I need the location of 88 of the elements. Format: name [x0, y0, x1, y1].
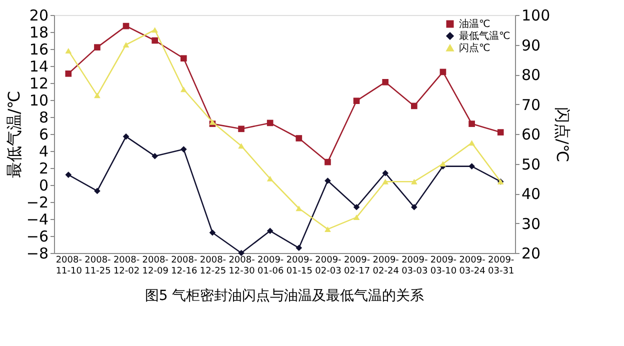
y2-tick-label: 20	[522, 244, 541, 262]
point	[180, 55, 187, 62]
y-tick-label: −4	[26, 210, 48, 228]
point	[410, 178, 418, 184]
point	[468, 120, 475, 127]
y-tick-label: 12	[29, 74, 48, 92]
point	[468, 140, 475, 146]
point	[410, 102, 418, 110]
y-tick-label: 8	[38, 108, 48, 126]
point	[353, 214, 360, 220]
x-tick-label: 2008-11-25	[84, 256, 111, 276]
point	[122, 42, 130, 48]
y-tick-label: 18	[29, 24, 48, 42]
y2-tick-label: 60	[522, 126, 541, 144]
y2-tick-label: 50	[522, 155, 541, 174]
point	[440, 68, 446, 76]
x-tick-label: 2008-11-10	[56, 256, 82, 276]
point	[296, 244, 302, 252]
point	[266, 120, 274, 126]
point	[353, 204, 360, 210]
point	[180, 146, 187, 152]
y-tick-label: −8	[26, 244, 48, 262]
x-tick-label: 2008-12-30	[228, 256, 256, 276]
x-tick-label: 2009-02-17	[344, 256, 370, 276]
x-tick-label: 2009-02-24	[372, 256, 400, 276]
point	[296, 206, 302, 212]
y-tick-label: 6	[38, 126, 48, 144]
y-tick-label: −6	[26, 228, 48, 246]
x-tick-label: 2009-01-15	[286, 256, 312, 276]
point	[440, 161, 446, 166]
y2-tick-label: 100	[522, 6, 550, 24]
x-tick-label: 2009-03-31	[488, 256, 514, 276]
x-tick-label: 2009-01-06	[258, 256, 284, 276]
y2-axis-title: 闪点/℃	[553, 106, 572, 162]
point	[122, 133, 130, 140]
point	[324, 158, 331, 166]
point	[65, 172, 72, 178]
point	[65, 48, 72, 54]
x-tick-label: 2008-12-02	[113, 256, 140, 276]
y2-tick-label: 80	[522, 66, 541, 84]
caption: 图5 气柜密封油闪点与油温及最低气温的关系	[144, 288, 424, 304]
x-tick-label: 2009-03-10	[430, 256, 457, 276]
y2-tick-label: 40	[522, 185, 541, 203]
point	[122, 22, 130, 30]
y-axis-title: 最低气温/℃	[4, 90, 24, 178]
y-tick-label: 10	[29, 92, 48, 110]
point	[94, 188, 100, 194]
legend-label: 闪点℃	[459, 42, 490, 54]
point	[209, 229, 216, 236]
y2-tick-label: 70	[522, 96, 541, 114]
point	[266, 176, 274, 182]
y2-tick-label: 90	[522, 36, 541, 54]
point	[152, 27, 158, 33]
point	[382, 78, 389, 86]
point	[180, 86, 187, 92]
point	[497, 129, 504, 136]
y-tick-label: 2	[38, 160, 48, 178]
point	[94, 92, 100, 98]
point	[152, 37, 158, 44]
x-tick-label: 2009-03-03	[402, 256, 428, 276]
x-tick-label: 2009-03-24	[459, 256, 486, 276]
point	[65, 70, 72, 77]
y2-tick-label: 30	[522, 214, 541, 233]
point	[353, 98, 360, 104]
legend-label: 油温℃	[459, 18, 490, 30]
point	[266, 228, 274, 234]
y-tick-label: 4	[38, 142, 48, 160]
point	[468, 163, 475, 170]
point	[238, 126, 244, 132]
point	[152, 152, 158, 160]
point	[382, 178, 389, 184]
y-tick-label: −2	[26, 194, 48, 212]
y-tick-label: 20	[29, 6, 48, 24]
point	[324, 178, 331, 184]
point	[94, 44, 100, 50]
y-tick-label: 16	[29, 40, 48, 58]
x-tick-label: 2008-12-25	[200, 256, 226, 276]
point	[382, 170, 389, 176]
y-tick-label: 14	[29, 58, 48, 76]
legend-label: 最低气温℃	[459, 30, 510, 42]
x-tick-label: 2008-12-09	[142, 256, 169, 276]
x-tick-label: 2009-02-03	[315, 256, 342, 276]
point	[296, 135, 302, 142]
point	[238, 143, 244, 149]
point	[324, 226, 331, 232]
x-tick-label: 2008-12-16	[171, 256, 198, 276]
y-tick-label: 0	[38, 176, 48, 194]
point	[410, 204, 418, 210]
